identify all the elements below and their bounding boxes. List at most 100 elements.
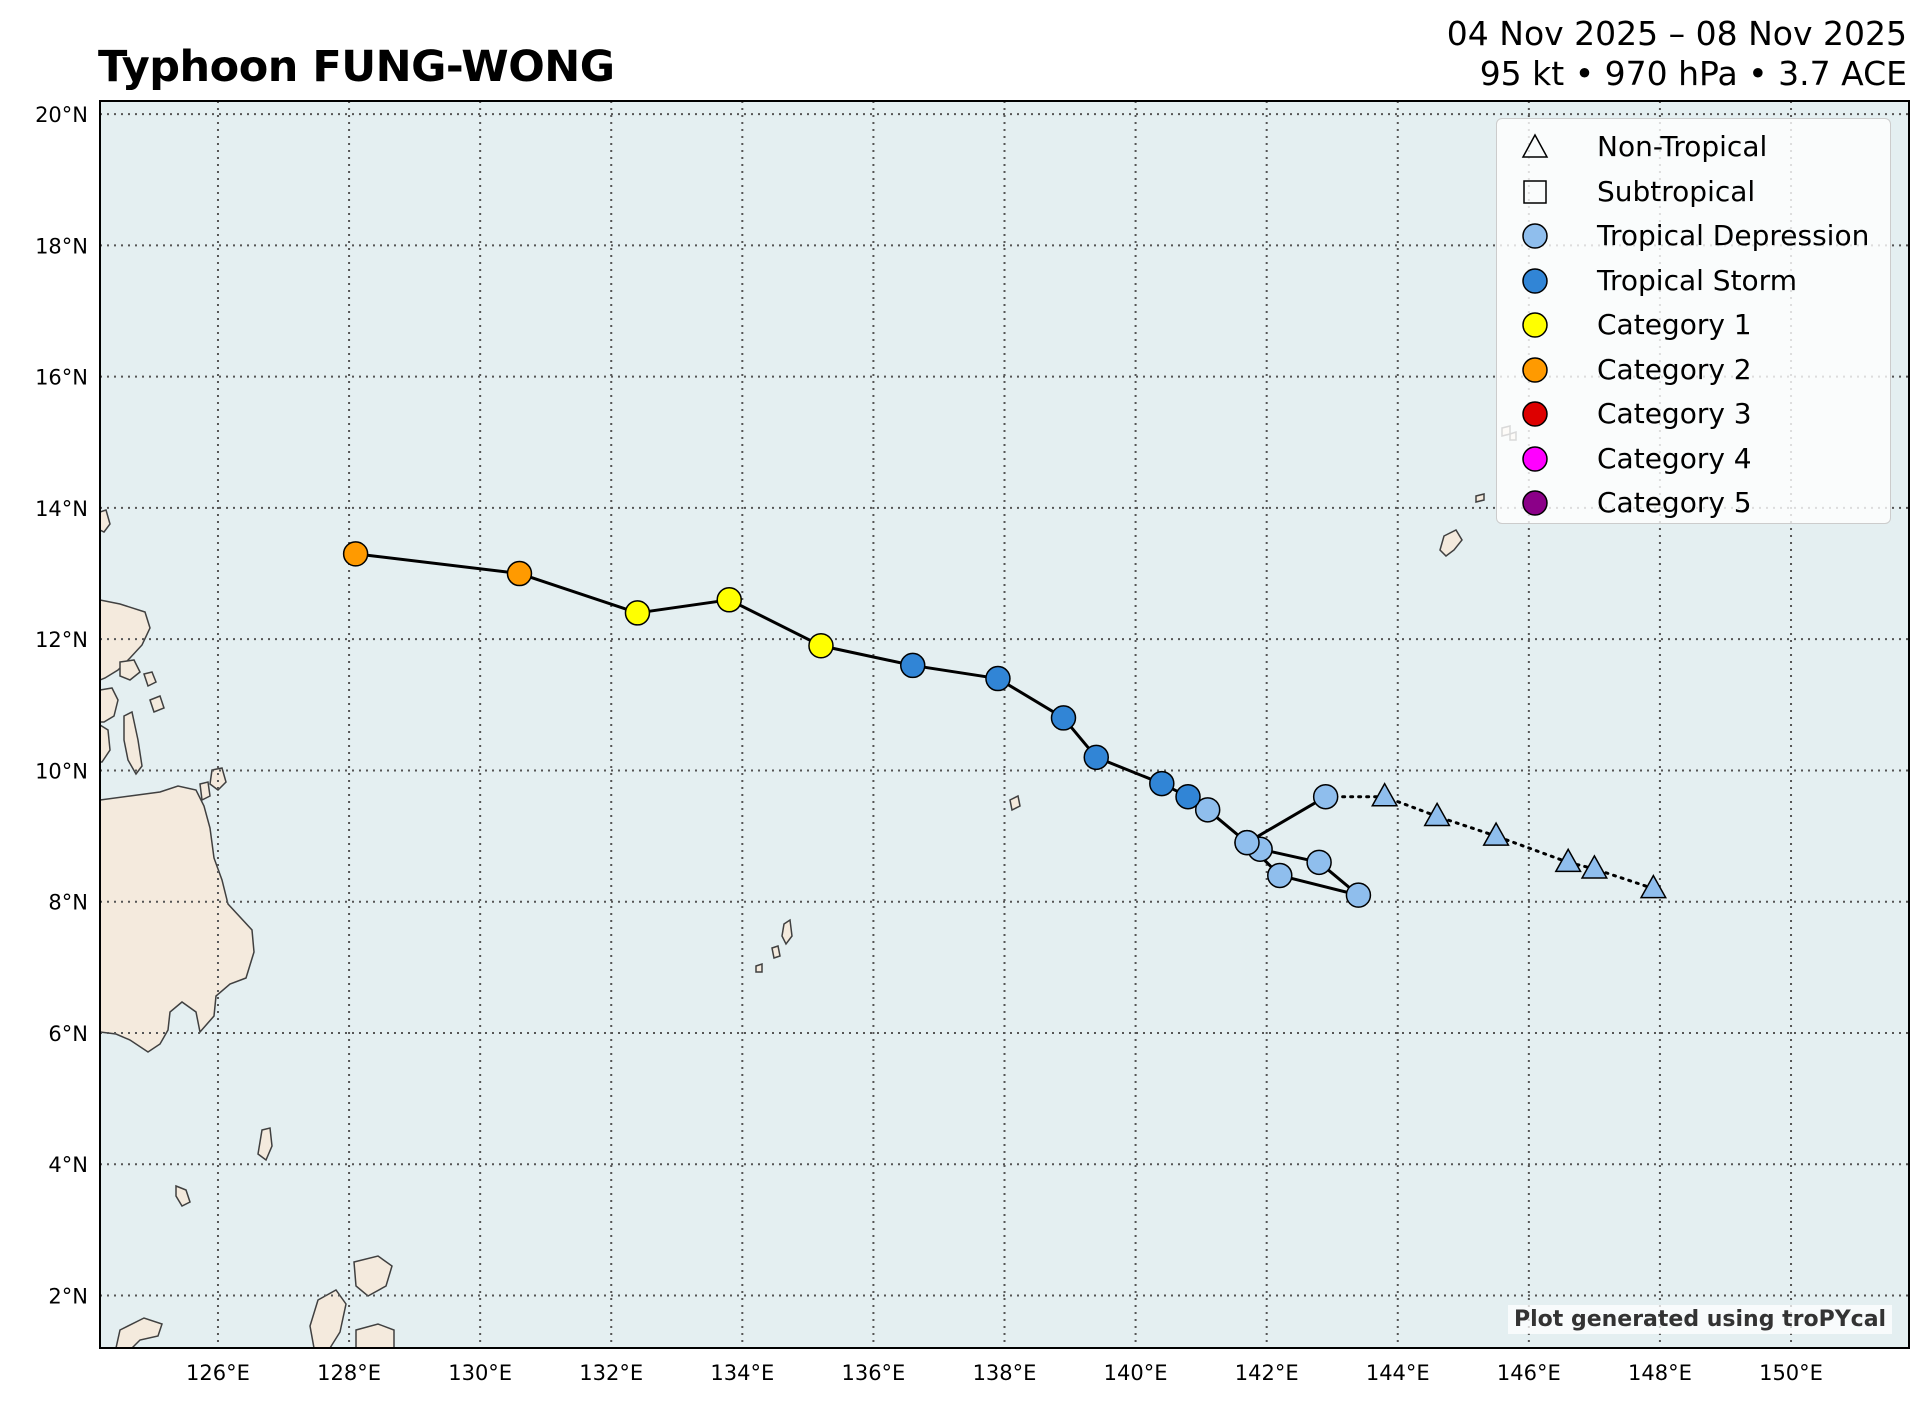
legend-circle-icon: [1522, 267, 1548, 294]
y-tick-label: 16°N: [35, 366, 88, 390]
legend-item-tropical-storm: Tropical Storm: [1497, 261, 1890, 301]
island-sangihe: [257, 1127, 273, 1162]
legend-label: Category 2: [1597, 352, 1752, 386]
storm-stats: 95 kt • 970 hPa • 3.7 ACE: [1479, 54, 1907, 93]
legend-label: Category 5: [1597, 486, 1752, 519]
legend-label: Non-Tropical: [1597, 130, 1768, 163]
landmass-halmahera-south: [309, 1289, 347, 1348]
y-tick-label: 2°N: [48, 1284, 88, 1308]
island-yap: [1009, 794, 1021, 812]
legend-label: Subtropical: [1597, 174, 1756, 208]
storm-markers: [342, 541, 1668, 908]
track-point-non-tropical: [1482, 821, 1510, 846]
y-tick-label: 14°N: [35, 497, 88, 521]
longitude-ticks: 126°E 128°E 130°E 132°E 134°E 136°E 138°E 140°E…: [186, 1361, 1823, 1385]
track-point-tropical-depression: [1267, 862, 1293, 889]
track-point-tropical-depression: [1345, 882, 1372, 908]
island-cebu: [123, 710, 143, 776]
map-title: Typhoon FUNG-WONG: [98, 42, 615, 92]
island-bohol: [119, 659, 141, 681]
legend-label: Tropical Storm: [1597, 263, 1797, 297]
track-point-category-1: [808, 632, 834, 659]
island-north-1: [100, 509, 111, 533]
track-point-tropical-storm: [899, 652, 926, 679]
legend-circle-icon: [1522, 356, 1548, 383]
track-segment: [354, 552, 521, 576]
landmass-panay-negros: [100, 724, 111, 763]
track-segment: [1245, 795, 1328, 845]
legend-square-icon: [1523, 179, 1547, 204]
island-small-2: [149, 695, 165, 713]
island-palau-small: [755, 962, 763, 973]
track-segment: [1278, 873, 1360, 897]
y-tick-label: 12°N: [35, 628, 88, 652]
x-tick-label: 136°E: [841, 1361, 905, 1385]
track-point-non-tropical: [1580, 854, 1609, 879]
track-point-category-1: [716, 587, 742, 613]
y-tick-label: 10°N: [35, 759, 88, 783]
track-segment: [1435, 814, 1498, 838]
y-tick-label: 6°N: [48, 1022, 88, 1046]
landmass-samar: [100, 599, 151, 681]
legend-label: Category 4: [1597, 441, 1752, 475]
legend-label: Tropical Depression: [1597, 219, 1870, 252]
legend-item-category-3: Category 3: [1497, 394, 1890, 434]
y-tick-label: 18°N: [35, 234, 88, 258]
track-point-non-tropical: [1423, 801, 1451, 827]
landmass-sulawesi-tip: [115, 1317, 163, 1348]
legend-circle-icon: [1522, 223, 1548, 249]
track-segment: [635, 598, 731, 615]
x-tick-label: 146°E: [1497, 1361, 1561, 1385]
track-point-tropical-depression: [1194, 797, 1221, 823]
legend-item-category-1: Category 1: [1497, 305, 1890, 345]
track-point-category-1: [624, 600, 651, 626]
legend-circle-icon: [1522, 401, 1548, 427]
x-tick-label: 132°E: [579, 1361, 643, 1385]
y-tick-label: 20°N: [35, 103, 88, 127]
legend-item-category-4: Category 4: [1497, 439, 1890, 479]
island-guam: [1439, 529, 1463, 557]
legend-item-category-5: Category 5: [1497, 483, 1890, 523]
track-point-non-tropical: [1371, 782, 1399, 807]
date-range: 04 Nov 2025 – 08 Nov 2025: [1446, 14, 1907, 53]
legend-circle-icon: [1522, 312, 1548, 338]
land-layer: [100, 425, 1517, 1348]
track-point-tropical-storm: [1175, 783, 1201, 810]
track-point-tropical-storm: [1149, 770, 1175, 797]
island-small-1: [143, 671, 157, 688]
track-segment: [911, 663, 1000, 681]
track-point-tropical-storm: [985, 665, 1011, 692]
legend-item-tropical-depression: Tropical Depression: [1497, 216, 1890, 256]
x-tick-label: 144°E: [1366, 1361, 1430, 1385]
x-tick-label: 142°E: [1235, 1361, 1299, 1385]
track-point-non-tropical: [1554, 847, 1582, 873]
plot-frame: [99, 100, 1910, 1349]
legend-label: Category 3: [1597, 397, 1752, 430]
legend-label: Category 1: [1597, 308, 1752, 341]
legend-item-category-2: Category 2: [1497, 350, 1890, 390]
track-point-tropical-storm: [1083, 744, 1110, 771]
credit-label: Plot generated using troPYcal: [1508, 1305, 1893, 1334]
x-tick-label: 150°E: [1759, 1361, 1823, 1385]
island-siargao: [209, 767, 227, 791]
track-point-tropical-depression: [1234, 829, 1260, 856]
track-point-tropical-storm: [1050, 705, 1077, 731]
landmass-mindanao: [100, 785, 255, 1053]
track-segment: [819, 644, 915, 667]
legend-item-subtropical: Subtropical: [1497, 172, 1890, 212]
island-dinagat: [199, 781, 211, 802]
track-point-category-2: [342, 541, 369, 567]
island-talaud: [175, 1184, 191, 1207]
track-point-category-2: [506, 560, 533, 587]
y-tick-label: 4°N: [48, 1153, 88, 1177]
landmass-morotai: [355, 1323, 395, 1348]
x-tick-label: 140°E: [1104, 1361, 1168, 1385]
legend-triangle-icon: [1521, 133, 1549, 158]
legend-circle-icon: [1522, 490, 1548, 516]
legend-circle-icon: [1522, 445, 1548, 472]
x-tick-label: 130°E: [448, 1361, 512, 1385]
track-point-tropical-depression: [1306, 849, 1332, 876]
legend-item-non-tropical: Non-Tropical: [1497, 127, 1890, 167]
latitude-ticks: 2°N 4°N 6°N 8°N 10°N 12°N 14°N 16°N 18°N 20°N: [35, 103, 88, 1308]
x-tick-label: 148°E: [1628, 1361, 1692, 1385]
